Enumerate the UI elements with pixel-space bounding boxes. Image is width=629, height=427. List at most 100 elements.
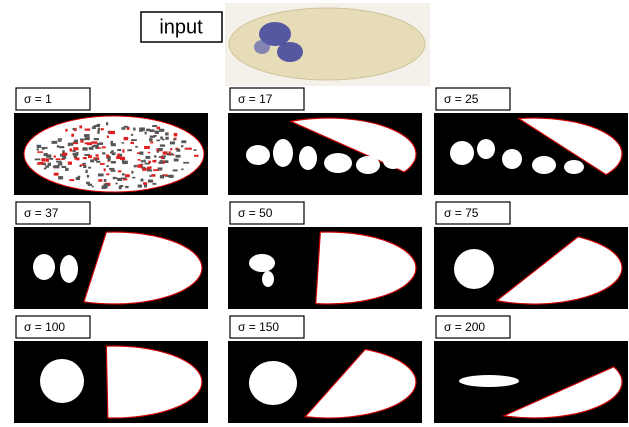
texture <box>149 138 153 141</box>
texture <box>53 155 55 157</box>
blob <box>383 153 403 169</box>
texture <box>58 176 63 179</box>
texture <box>58 138 62 140</box>
texture <box>160 136 163 139</box>
texture <box>42 164 46 166</box>
texture <box>150 129 155 132</box>
texture <box>145 156 150 159</box>
texture <box>181 140 186 143</box>
texture <box>147 169 152 171</box>
texture <box>87 142 92 145</box>
panel-image <box>228 227 422 309</box>
texture <box>170 141 175 144</box>
panel-label: σ = 37 <box>24 206 59 220</box>
texture <box>156 140 159 142</box>
texture <box>189 148 192 150</box>
texture <box>104 179 107 182</box>
texture <box>173 169 178 171</box>
texture <box>70 143 73 146</box>
texture <box>134 165 137 167</box>
texture <box>97 131 99 134</box>
texture <box>94 138 99 140</box>
panel-image <box>434 341 628 423</box>
texture <box>103 186 107 188</box>
texture <box>84 134 90 137</box>
texture <box>147 167 151 170</box>
texture <box>95 158 97 161</box>
panel-image <box>434 113 628 195</box>
texture <box>115 177 117 179</box>
texture <box>155 131 159 134</box>
panel: σ = 17 <box>228 88 422 195</box>
texture <box>101 128 104 130</box>
texture <box>174 133 178 136</box>
texture <box>159 129 164 132</box>
texture <box>119 186 122 189</box>
texture <box>121 177 127 179</box>
panel-label: σ = 200 <box>444 320 485 334</box>
texture <box>42 147 45 150</box>
texture <box>140 179 143 182</box>
figure: input σ = 1σ = 17σ = 25σ = 37σ = 50σ = 7… <box>0 0 629 427</box>
texture <box>133 128 135 131</box>
texture <box>104 168 106 171</box>
texture <box>102 152 105 154</box>
texture <box>53 166 58 168</box>
texture <box>181 168 183 170</box>
texture <box>91 141 97 143</box>
texture <box>38 162 43 164</box>
texture <box>174 159 179 162</box>
texture <box>37 148 39 150</box>
texture <box>127 149 132 151</box>
panel: σ = 50 <box>228 202 422 309</box>
texture <box>194 155 198 157</box>
texture <box>124 137 129 140</box>
texture <box>149 175 151 177</box>
texture <box>111 150 114 152</box>
texture <box>87 175 89 178</box>
texture <box>85 170 87 173</box>
blob <box>40 359 84 403</box>
texture <box>62 166 65 168</box>
texture <box>148 161 151 164</box>
texture <box>92 145 94 147</box>
texture <box>72 128 75 130</box>
texture <box>160 144 165 146</box>
texture <box>106 173 109 175</box>
texture <box>62 153 67 156</box>
texture <box>93 145 99 148</box>
panel: σ = 37 <box>14 202 208 309</box>
texture <box>118 170 121 172</box>
panel-image <box>14 227 208 309</box>
texture <box>122 173 125 175</box>
texture <box>59 146 64 148</box>
texture <box>80 138 85 140</box>
texture <box>152 125 157 127</box>
texture <box>151 174 155 177</box>
blob <box>299 146 317 170</box>
texture <box>80 164 84 166</box>
texture <box>153 183 157 185</box>
texture <box>79 125 82 128</box>
texture <box>169 151 171 154</box>
blob <box>477 139 495 159</box>
texture <box>73 147 78 150</box>
texture <box>58 163 60 166</box>
texture <box>41 158 45 161</box>
texture <box>120 157 125 160</box>
texture <box>65 168 68 171</box>
texture <box>175 155 180 158</box>
texture <box>65 129 67 132</box>
panel-image <box>228 341 422 423</box>
texture <box>131 142 134 144</box>
texture <box>115 183 117 185</box>
texture <box>44 168 47 170</box>
texture <box>88 155 92 158</box>
texture <box>37 151 43 153</box>
texture <box>56 161 62 163</box>
texture <box>173 138 176 140</box>
blob <box>249 254 275 272</box>
texture <box>98 128 100 131</box>
texture <box>92 126 96 129</box>
texture <box>111 170 116 172</box>
